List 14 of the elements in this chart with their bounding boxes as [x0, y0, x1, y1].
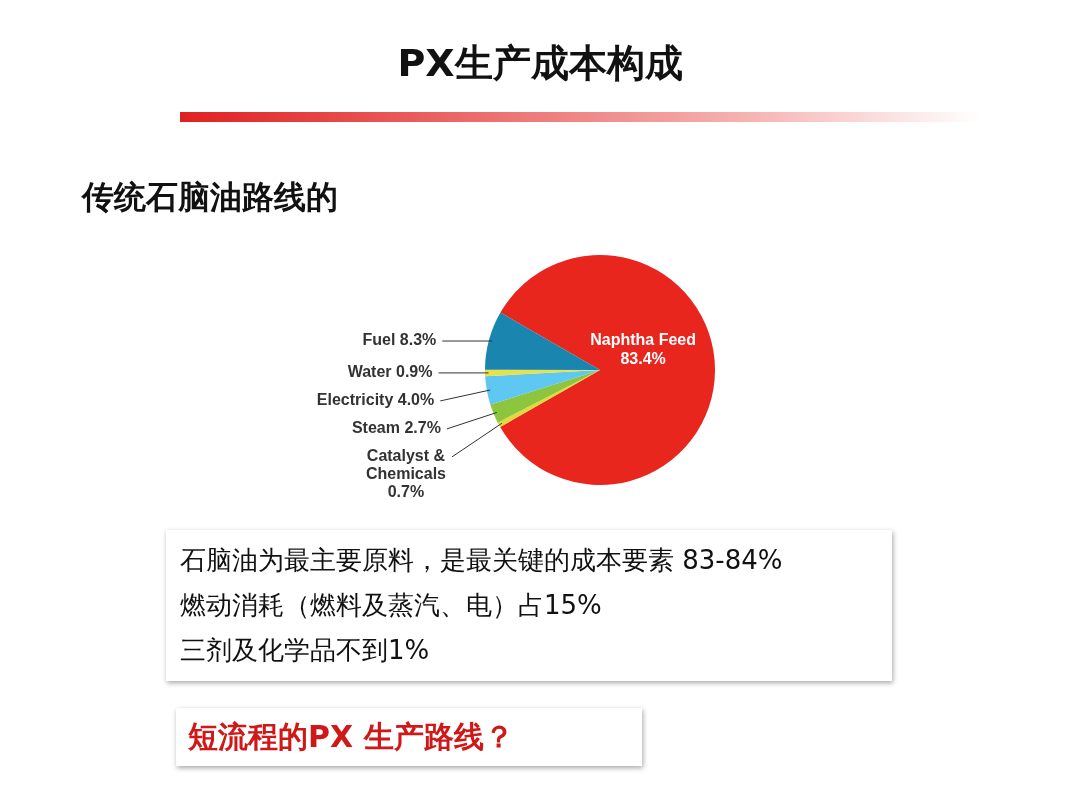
text: 燃动消耗（燃料及蒸汽、电）占15% [180, 589, 603, 622]
slice-label: Water 0.9% [347, 363, 433, 381]
slice-label: Naphtha Feed [590, 330, 697, 348]
slice-label: Steam 2.7% [351, 419, 441, 437]
data-label: 0.7% [387, 483, 425, 501]
text: 三剂及化学品不到1% [180, 634, 431, 667]
chart-title: PX生产成本构成 [396, 40, 684, 87]
chart-subtitle: 传统石脑油路线的 [82, 177, 338, 218]
slice-label: Electricity 4.0% [316, 391, 435, 409]
text: 石脑油为最主要原料，是最关键的成本要素 83-84% [180, 544, 784, 577]
slice-label: Catalyst & Chemicals [365, 447, 447, 483]
data-label: 83.4% [620, 349, 666, 367]
slice-label: Fuel 8.3% [362, 331, 437, 349]
text: 短流程的PX 生产路线？ [176, 708, 642, 766]
